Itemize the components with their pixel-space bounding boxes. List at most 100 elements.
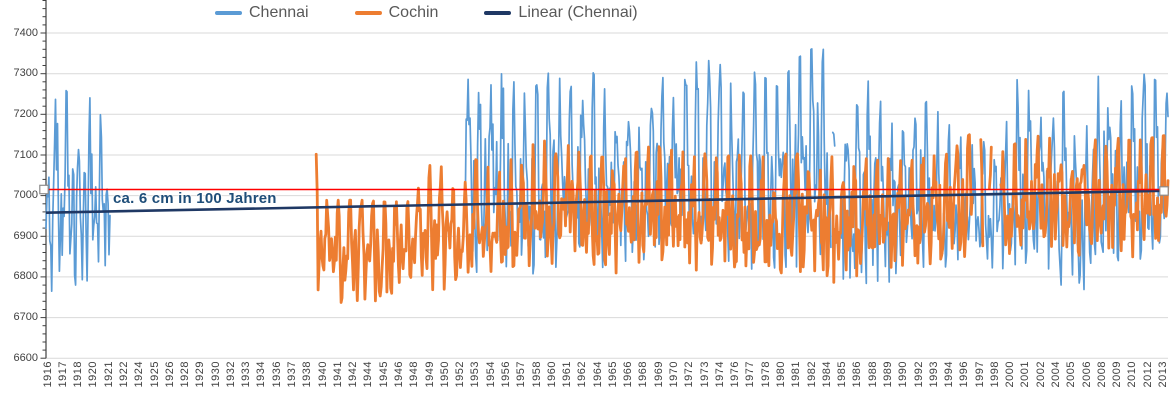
x-axis-tick-label: 1918 xyxy=(72,361,85,388)
x-axis-tick-label: 1925 xyxy=(148,361,161,388)
linear-chennai-line-marker-icon xyxy=(484,11,512,15)
legend-item-chennai[interactable]: Chennai xyxy=(215,4,309,22)
trend-annotation-textbox[interactable]: ca. 6 cm in 100 Jahren xyxy=(113,190,277,207)
x-axis-tick-label: 1954 xyxy=(484,361,497,388)
linear-trend-line[interactable] xyxy=(45,189,1169,214)
y-axis-tick-label: 7200 xyxy=(13,107,38,120)
x-axis-tick-label: 1916 xyxy=(41,361,54,388)
x-axis-tick-label: 1956 xyxy=(499,361,512,388)
x-axis-tick-label: 1972 xyxy=(683,361,696,388)
y-axis-tick-label: 7300 xyxy=(13,67,38,80)
x-axis-tick-label: 1984 xyxy=(820,361,833,388)
y-axis-tick-label: 6800 xyxy=(13,270,38,283)
x-axis-tick-label: 2008 xyxy=(1095,361,1108,388)
x-axis-tick-label: 1980 xyxy=(774,361,787,388)
x-axis-tick-label: 1952 xyxy=(454,361,467,388)
x-axis-tick-label: 1942 xyxy=(347,361,360,388)
x-axis-tick-label: 2001 xyxy=(1019,361,1032,388)
x-axis-tick-label: 1926 xyxy=(163,361,176,388)
x-axis-tick-label: 1938 xyxy=(301,361,314,388)
x-axis-tick-label: 1941 xyxy=(331,361,344,388)
x-axis-tick-label: 1950 xyxy=(438,361,451,388)
legend-label-linear-chennai: Linear (Chennai) xyxy=(518,4,638,21)
x-axis-tick-label: 1948 xyxy=(408,361,421,388)
x-axis-tick-label: 1978 xyxy=(759,361,772,388)
series-line-cochin[interactable] xyxy=(314,133,1170,304)
chennai-line-marker-icon xyxy=(215,11,242,15)
series-line-chennai[interactable] xyxy=(45,48,1169,293)
x-axis-tick-label: 2013 xyxy=(1156,361,1169,388)
x-axis-tick-label: 1962 xyxy=(576,361,589,388)
x-axis-tick-label: 2012 xyxy=(1141,361,1154,388)
x-axis-tick-label: 1936 xyxy=(270,361,283,388)
y-axis-tick-label: 7400 xyxy=(13,26,38,39)
x-axis-tick-label: 1921 xyxy=(102,361,115,388)
reference-line-left-handle[interactable] xyxy=(39,184,49,195)
cochin-line-marker-icon xyxy=(354,11,382,15)
x-axis-tick-label: 1960 xyxy=(545,361,558,388)
x-axis-tick-label: 2005 xyxy=(1065,361,1078,388)
x-axis-tick-label: 1957 xyxy=(515,361,528,388)
x-axis-tick-label: 2010 xyxy=(1126,361,1139,388)
x-axis-tick-label: 1934 xyxy=(255,361,268,388)
legend: Chennai Cochin Linear (Chennai) xyxy=(215,4,638,22)
x-axis-tick-label: 1945 xyxy=(377,361,390,388)
x-axis-tick-label: 2009 xyxy=(1111,361,1124,388)
x-axis-tick-label: 2000 xyxy=(1004,361,1017,388)
x-axis-tick-label: 1994 xyxy=(943,361,955,388)
x-axis-tick-label: 1968 xyxy=(637,361,650,388)
x-axis-tick-label: 1982 xyxy=(805,361,818,388)
x-axis-tick-label: 1992 xyxy=(912,361,925,388)
legend-item-cochin[interactable]: Cochin xyxy=(354,4,439,22)
x-axis-tick-label: 1976 xyxy=(729,361,742,388)
x-axis-tick-label: 2002 xyxy=(1034,361,1047,388)
x-axis-tick-label: 1970 xyxy=(668,361,680,388)
x-axis-tick-label: 1933 xyxy=(240,361,253,388)
legend-label-cochin: Cochin xyxy=(388,4,439,21)
x-axis-tick-label: 1997 xyxy=(973,361,986,388)
x-axis-tick-label: 1974 xyxy=(713,361,726,388)
x-axis-tick-label: 1989 xyxy=(881,361,894,388)
x-axis-tick-label: 1969 xyxy=(652,361,665,388)
x-axis-tick-label: 1977 xyxy=(744,361,757,388)
x-axis-tick-label: 1958 xyxy=(530,361,543,388)
x-axis-tick-label: 1937 xyxy=(286,361,298,388)
x-axis-tick-label: 1988 xyxy=(866,361,879,388)
x-axis-tick-label: 1986 xyxy=(851,361,864,388)
x-axis-tick-label: 1922 xyxy=(117,361,130,388)
x-axis-tick-label: 1917 xyxy=(56,361,69,388)
x-axis-tick-label: 1928 xyxy=(179,361,191,388)
x-axis-tick-label: 1932 xyxy=(224,361,237,388)
x-axis-tick-label: 1924 xyxy=(133,361,146,388)
y-axis-tick-label: 6700 xyxy=(13,311,38,324)
x-axis-tick-label: 1929 xyxy=(194,361,207,388)
x-axis-tick-label: 1973 xyxy=(698,361,711,388)
x-axis-tick-label: 1985 xyxy=(836,361,849,388)
y-axis-tick-label: 7100 xyxy=(13,148,38,161)
y-axis-tick-label: 6600 xyxy=(13,351,38,364)
x-axis-tick-label: 1981 xyxy=(790,361,803,388)
x-axis-tick-label: 1990 xyxy=(897,361,910,388)
x-axis-tick-label: 1944 xyxy=(362,361,375,388)
x-axis-tick-label: 1949 xyxy=(423,361,436,388)
x-axis-tick-label: 2004 xyxy=(1050,361,1062,388)
x-axis-tick-label: 1966 xyxy=(622,361,635,388)
legend-label-chennai: Chennai xyxy=(249,4,309,21)
x-axis-tick-label: 1940 xyxy=(316,361,329,388)
x-axis-tick-label: 1964 xyxy=(591,361,604,388)
x-axis-tick-label: 1993 xyxy=(927,361,940,388)
x-axis-tick-label: 1946 xyxy=(392,361,405,388)
x-axis-tick-label: 1996 xyxy=(958,361,971,388)
x-axis-tick-label: 1961 xyxy=(561,361,573,388)
x-axis-tick-label: 1920 xyxy=(87,361,100,388)
x-axis-tick-label: 2006 xyxy=(1080,361,1093,388)
x-axis-tick-label: 1998 xyxy=(988,361,1001,388)
reference-line-right-handle[interactable] xyxy=(1159,186,1169,196)
x-axis-tick-label: 1953 xyxy=(469,361,482,388)
y-axis-tick-label: 6900 xyxy=(13,229,38,242)
y-axis-tick-label: 7000 xyxy=(13,189,38,202)
legend-item-linear-chennai[interactable]: Linear (Chennai) xyxy=(484,4,638,22)
x-axis-tick-label: 1930 xyxy=(209,361,222,388)
